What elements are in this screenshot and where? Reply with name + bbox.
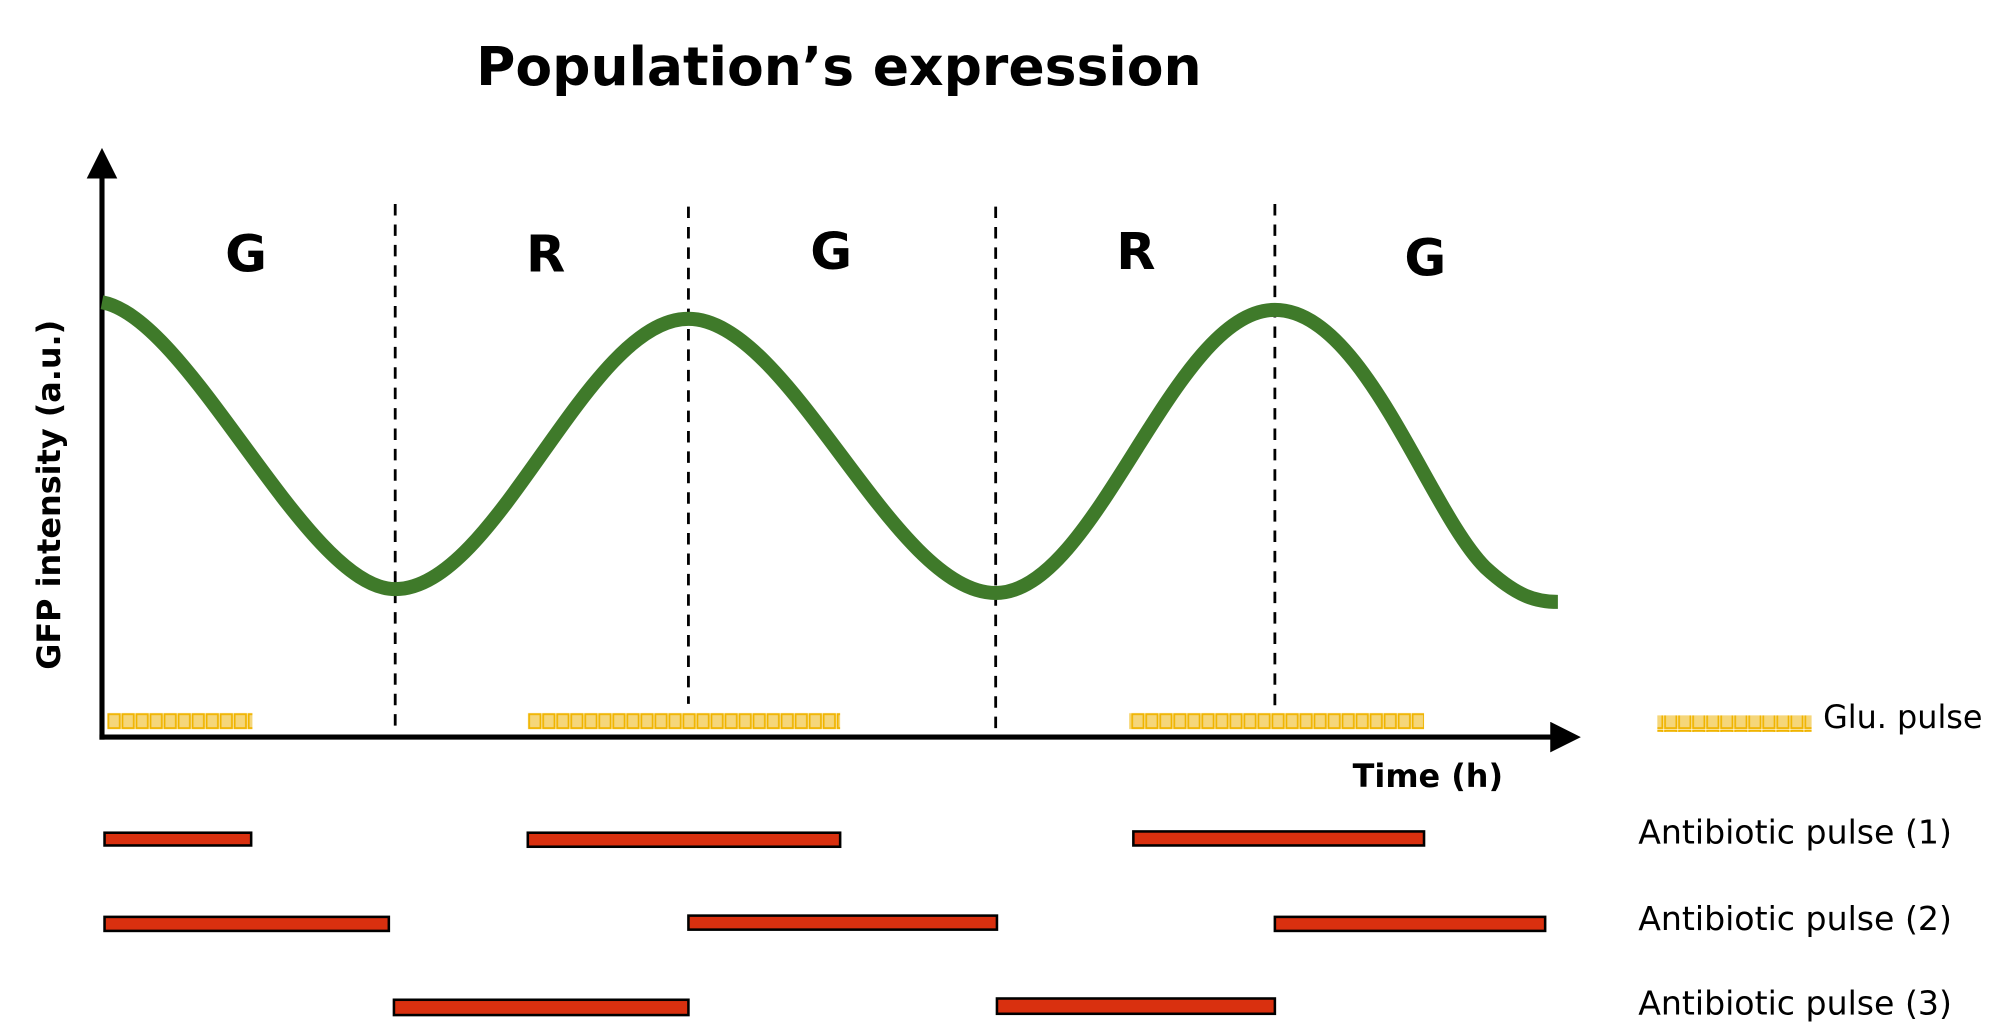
antibiotic-legend-label: Antibiotic pulse (2) xyxy=(1638,899,1952,938)
glucose-legend-swatch xyxy=(1657,715,1812,732)
glucose-legend-label: Glu. pulse xyxy=(1823,698,1982,736)
phase-label: G xyxy=(810,223,852,282)
antibiotic-pulses xyxy=(103,830,1547,1017)
x-axis-label: Time (h) xyxy=(1353,757,1503,795)
antibiotic-legend-label: Antibiotic pulse (3) xyxy=(1638,983,1952,1022)
y-axis-label: GFP intensity (a.u.) xyxy=(30,320,68,670)
glucose-pulses xyxy=(107,712,1425,730)
antibiotic-legend-label: Antibiotic pulse (1) xyxy=(1638,812,1952,851)
phase-label: R xyxy=(1116,223,1155,282)
title: Population’s expression xyxy=(476,35,1202,98)
phase-separators xyxy=(393,204,1277,730)
phase-label: G xyxy=(225,226,267,285)
phase-label: R xyxy=(526,226,565,285)
phase-label: G xyxy=(1404,229,1446,288)
gfp-curve xyxy=(100,295,1559,609)
